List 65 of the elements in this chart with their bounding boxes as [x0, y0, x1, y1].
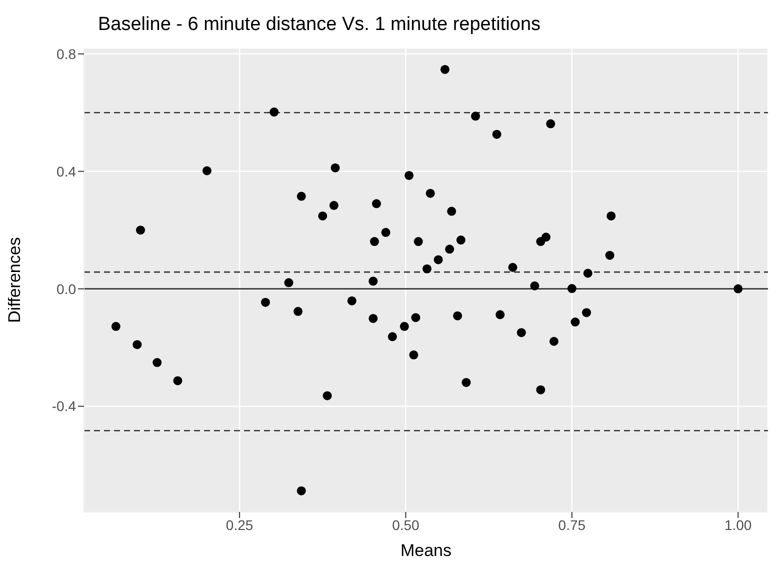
point [582, 308, 592, 318]
y-tick-label: -0.4 [52, 398, 76, 414]
point [541, 232, 550, 242]
point [456, 236, 466, 245]
point [434, 255, 443, 264]
point [549, 336, 558, 346]
point [422, 264, 432, 274]
point [372, 199, 381, 208]
point [322, 391, 332, 400]
point [605, 250, 614, 260]
x-tick-label: 0.50 [392, 516, 420, 533]
point [462, 378, 471, 387]
point [570, 317, 580, 326]
point [546, 119, 556, 128]
point [530, 281, 540, 290]
point [260, 298, 270, 307]
point [536, 385, 546, 394]
point [496, 310, 505, 320]
x-tick-label: 0.25 [226, 516, 254, 533]
point [173, 376, 182, 386]
x-tick-label: 1.00 [724, 516, 752, 533]
point [388, 332, 397, 342]
point [471, 112, 480, 121]
point [296, 192, 306, 201]
point [411, 313, 420, 322]
point [370, 237, 379, 246]
y-tick-label: 0.4 [56, 163, 76, 180]
y-axis-title: Differences [5, 237, 24, 323]
point [132, 340, 142, 350]
point [347, 296, 356, 306]
point [516, 328, 526, 338]
point [330, 163, 340, 172]
point [400, 322, 409, 331]
point [404, 170, 414, 180]
point [111, 322, 120, 331]
y-tick-label: 0.8 [56, 46, 76, 62]
point [583, 268, 592, 278]
x-tick-label: 0.75 [558, 516, 586, 533]
point [368, 314, 378, 323]
point [453, 311, 462, 320]
point [409, 350, 418, 360]
point [152, 358, 162, 368]
point [284, 278, 294, 288]
point [318, 211, 328, 220]
point [414, 237, 423, 246]
point [202, 166, 212, 176]
point [296, 486, 306, 496]
chart-title: Baseline - 6 minute distance Vs. 1 minute repetitions [98, 13, 542, 37]
point [381, 228, 390, 237]
point [329, 200, 338, 210]
point [294, 306, 303, 316]
point [734, 284, 743, 294]
point [136, 226, 145, 235]
point [606, 211, 616, 220]
point [440, 64, 450, 74]
y-tick-label: 0.0 [56, 280, 76, 297]
point [492, 130, 502, 139]
point [447, 206, 456, 216]
point [426, 188, 435, 198]
x-axis-title: Means [400, 541, 452, 560]
point [445, 244, 454, 254]
point [270, 108, 279, 117]
point [368, 276, 378, 286]
point [567, 284, 576, 294]
point [508, 262, 518, 272]
